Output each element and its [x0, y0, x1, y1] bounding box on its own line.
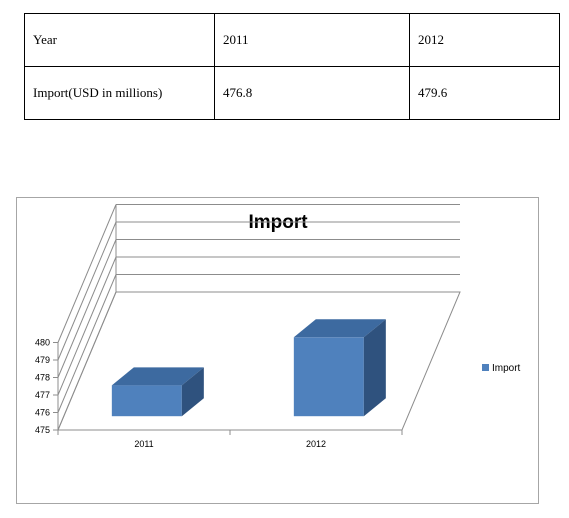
bar	[111, 367, 204, 417]
bar-top	[111, 367, 204, 386]
legend-label: Import	[492, 363, 521, 374]
bar-side	[181, 367, 204, 417]
gridline	[57, 291, 117, 431]
data-table: Year 2011 2012 Import(USD in millions) 4…	[24, 13, 560, 120]
gridline	[57, 204, 117, 343]
table-cell: Year	[24, 13, 215, 67]
table-cell: 479.6	[409, 66, 560, 120]
bar-front	[293, 337, 364, 417]
chart-area	[16, 197, 539, 504]
x-tick-label: 2011	[134, 439, 153, 449]
y-tick-label: 480	[35, 338, 50, 348]
gridline	[57, 274, 117, 413]
y-tick-label: 478	[35, 373, 50, 383]
table-cell: 2011	[214, 13, 410, 67]
table-cell: Import(USD in millions)	[24, 66, 215, 120]
bar	[293, 319, 386, 417]
gridline	[57, 239, 117, 378]
y-tick-label: 479	[35, 355, 50, 365]
table-row: Import(USD in millions) 476.8 479.6	[24, 66, 560, 120]
table-row: Year 2011 2012	[24, 13, 560, 67]
bar-front	[111, 385, 182, 417]
gridline	[57, 256, 117, 396]
legend-swatch	[482, 364, 489, 371]
y-tick-label: 475	[35, 425, 50, 435]
bar-side	[363, 319, 386, 417]
y-tick-label: 476	[35, 408, 50, 418]
gridline	[57, 221, 117, 361]
bar-top	[293, 319, 386, 338]
y-tick-label: 477	[35, 390, 50, 400]
x-tick-label: 2012	[306, 439, 326, 449]
